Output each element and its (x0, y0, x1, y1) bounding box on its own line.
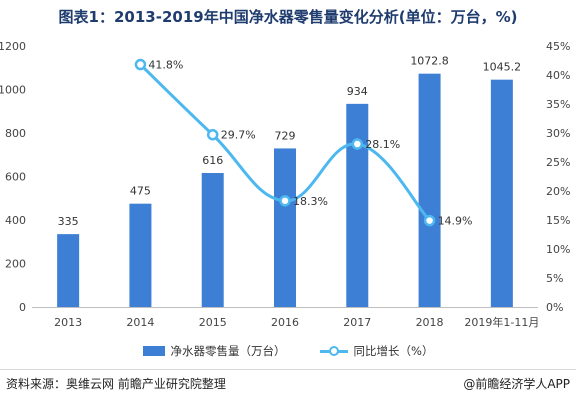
bar-value-label: 1045.2 (483, 61, 522, 74)
bar (57, 234, 80, 307)
bar (201, 173, 224, 307)
bar-value-label: 335 (58, 215, 79, 228)
chart-title: 图表1：2013-2019年中国净水器零售量变化分析(单位：万台，%) (58, 8, 518, 26)
x-tick-label: 2014 (126, 316, 154, 329)
growth-point (134, 58, 147, 71)
bar (346, 103, 369, 307)
growth-point (423, 214, 436, 227)
footer-divider (0, 369, 576, 370)
growth-point (206, 128, 219, 141)
y-right-tick-label: 5% (546, 272, 563, 285)
growth-value-label: 41.8% (148, 59, 183, 72)
bar (129, 203, 152, 307)
x-tick-label: 2015 (199, 316, 227, 329)
legend-item-line: 同比增长（%） (319, 343, 434, 359)
y-left-tick-label: 400 (5, 214, 26, 227)
bar-value-label: 934 (347, 85, 368, 98)
growth-point (279, 195, 291, 207)
growth-value-label: 29.7% (221, 129, 256, 142)
growth-value-label: 28.1% (365, 138, 400, 151)
bar-value-label: 1072.8 (410, 55, 449, 68)
bar-value-label: 729 (275, 129, 296, 142)
legend-item-bar: 净水器零售量（万台） (142, 343, 286, 359)
x-tick-label: 2018 (416, 316, 444, 329)
y-left-tick-label: 0 (19, 301, 26, 314)
y-left-tick-label: 1200 (0, 40, 26, 53)
x-tick-label: 2016 (271, 316, 299, 329)
growth-value-label: 18.3% (293, 195, 328, 208)
bar (418, 73, 441, 307)
x-tick-label: 2017 (343, 316, 371, 329)
bar-value-label: 475 (130, 185, 151, 198)
y-right-tick-label: 0% (546, 301, 563, 314)
bar (274, 148, 296, 307)
y-right-tick-label: 25% (546, 156, 570, 169)
y-right-tick-label: 30% (546, 127, 570, 140)
x-tick-label: 2019年1-11月 (464, 315, 539, 329)
x-tick-label: 2013 (54, 316, 82, 329)
y-right-tick-label: 45% (546, 40, 570, 53)
chart-legend: 净水器零售量（万台） 同比增长（%） (0, 343, 576, 359)
y-right-tick-label: 10% (546, 243, 570, 256)
y-right-tick-label: 40% (546, 69, 570, 82)
growth-point (351, 138, 364, 150)
growth-value-label: 14.9% (438, 215, 473, 228)
brand-credit: @前瞻经济学人APP (463, 377, 570, 391)
y-right-tick-label: 35% (546, 98, 570, 111)
source-note: 资料来源：奥维云网 前瞻产业研究院整理 (6, 377, 226, 391)
legend-swatch-line (319, 345, 348, 357)
y-left-tick-label: 600 (5, 171, 26, 184)
y-left-tick-label: 1000 (0, 84, 26, 97)
y-right-tick-label: 15% (546, 214, 570, 227)
legend-swatch-bar (142, 346, 165, 356)
legend-label-bar: 净水器零售量（万台） (170, 344, 286, 358)
y-left-tick-label: 800 (5, 127, 26, 140)
legend-label-line: 同比增长（%） (353, 344, 434, 358)
bar-value-label: 616 (202, 154, 223, 167)
y-right-tick-label: 20% (546, 185, 570, 198)
bar (490, 79, 513, 307)
y-left-tick-label: 200 (5, 258, 26, 271)
